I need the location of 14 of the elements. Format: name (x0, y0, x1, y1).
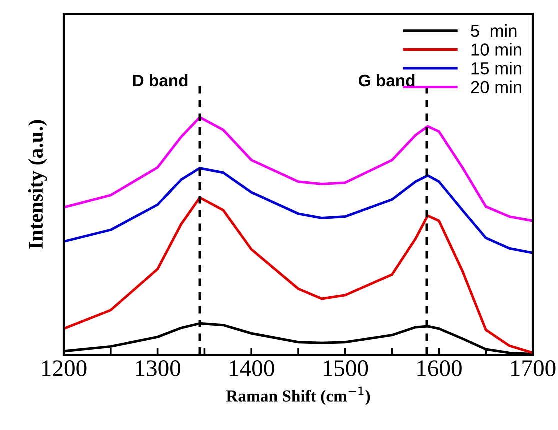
x-tick-label: 1500 (324, 360, 368, 376)
x-axis-title: Raman Shift (cm$^{−1}$) (226, 386, 370, 406)
ref-line-label: G band (359, 74, 415, 87)
ref-line-label: D band (133, 74, 188, 87)
legend-label: 5 min (471, 24, 517, 38)
y-axis-title: Intensity (a.u.) (28, 120, 48, 249)
x-tick-label: 1300 (136, 360, 181, 376)
legend-label: 20 min (471, 80, 522, 94)
x-tick-label: 1200 (42, 360, 87, 376)
legend-label: 15 min (472, 62, 522, 75)
legend-label: 10 min (472, 43, 522, 56)
x-tick-label: 1400 (230, 360, 274, 376)
x-tick-label: 1600 (418, 360, 462, 376)
x-tick-label: 1700 (511, 360, 556, 376)
